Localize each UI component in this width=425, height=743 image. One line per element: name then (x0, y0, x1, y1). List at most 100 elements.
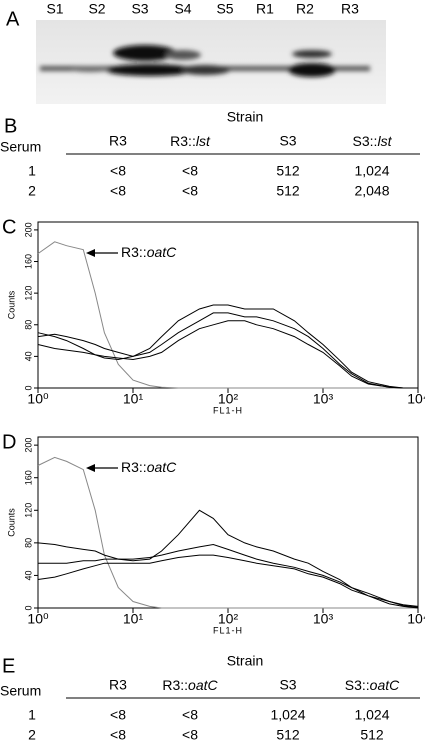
x-tick-label: 10¹ (123, 611, 144, 627)
row-label: 2 (28, 183, 36, 199)
band (113, 45, 177, 61)
lane-label: S4 (174, 1, 191, 17)
x-axis-label: FL1-H (213, 405, 243, 415)
lane-label: S3 (131, 1, 148, 17)
row-label: 1 (28, 707, 36, 723)
histogram-line (37, 456, 418, 609)
table-cell: 512 (276, 183, 300, 199)
histogram-line (37, 304, 418, 389)
band (165, 50, 201, 60)
histogram-line (37, 554, 419, 608)
column-header: S3::oatC (345, 677, 400, 693)
lane-label: S1 (46, 1, 63, 17)
y-tick-label: 200 (23, 222, 33, 237)
histogram-line (37, 320, 418, 389)
table-cell: <8 (182, 183, 198, 199)
panel-label: E (2, 655, 15, 677)
row-title: Serum (0, 683, 41, 699)
plot-frame (37, 436, 419, 609)
panel-label: B (4, 115, 17, 137)
table-cell: <8 (110, 183, 126, 199)
panel-label: A (6, 8, 20, 30)
annotation-arrowhead (86, 464, 95, 472)
column-header: R3::oatC (162, 677, 218, 693)
y-tick-label: 160 (23, 254, 33, 269)
table-cell: <8 (110, 163, 126, 179)
y-tick-label: 160 (23, 470, 33, 485)
lane-label: R1 (256, 1, 274, 17)
blot-background (36, 20, 386, 104)
column-header-part: S3:: (345, 677, 370, 693)
histogram-line (37, 312, 418, 389)
table-cell: <8 (110, 727, 126, 743)
column-header: R3 (109, 677, 127, 693)
column-header: R3 (109, 133, 127, 149)
table-cell: 1,024 (354, 707, 389, 723)
x-tick-label: 10¹ (123, 391, 144, 407)
table-cell: <8 (110, 707, 126, 723)
row-label: 1 (28, 163, 36, 179)
column-header: S3::lst (353, 133, 393, 149)
blot (36, 20, 386, 104)
band (105, 64, 195, 76)
y-tick-label: 120 (23, 503, 33, 518)
table-cell: <8 (182, 727, 198, 743)
table-cell: 1,024 (354, 163, 389, 179)
column-header-italic: oatC (188, 677, 218, 693)
x-axis-label: FL1-H (213, 625, 243, 635)
lane-label: S2 (88, 1, 105, 17)
row-label: 2 (28, 727, 36, 743)
blot-bands (40, 45, 370, 77)
histogram-line (38, 543, 419, 607)
x-tick-label: 10⁰ (27, 391, 49, 407)
annotation-part: R3:: (121, 244, 147, 260)
row-title: Serum (0, 139, 41, 155)
column-header-italic: lst (377, 133, 392, 149)
y-tick-label: 80 (23, 320, 33, 330)
column-header-part: R3:: (162, 677, 188, 693)
y-tick-label: 40 (23, 351, 33, 361)
band (180, 65, 230, 75)
annotation: R3::oatC (121, 244, 177, 260)
y-tick-label: 200 (23, 438, 33, 453)
column-header: S3 (279, 677, 296, 693)
column-title: Strain (227, 653, 264, 669)
y-tick-label: 120 (23, 286, 33, 301)
annotation-part: R3:: (121, 459, 147, 475)
x-tick-label: 10² (218, 391, 239, 407)
x-tick-label: 10² (218, 611, 239, 627)
y-axis-label: Counts (6, 290, 16, 319)
x-tick-label: 10⁴ (407, 391, 425, 407)
lane-label: S5 (216, 1, 233, 17)
column-header: S3 (279, 133, 296, 149)
table-cell: <8 (182, 707, 198, 723)
x-tick-label: 10³ (313, 611, 334, 627)
table-cell: 512 (276, 163, 300, 179)
column-header: R3::lst (170, 133, 211, 149)
column-header-part: R3:: (170, 133, 196, 149)
x-tick-label: 10⁴ (407, 611, 425, 627)
band (288, 63, 336, 77)
column-header-part: S3:: (353, 133, 378, 149)
lane-label: R3 (341, 1, 359, 17)
column-title: Strain (227, 109, 264, 125)
panel-label: C (2, 216, 16, 238)
table-cell: <8 (182, 163, 198, 179)
table-cell: 512 (360, 727, 384, 743)
annotation-arrowhead (86, 249, 95, 257)
annotation-italic: oatC (147, 459, 177, 475)
panel-label: D (2, 431, 16, 453)
band (70, 66, 110, 72)
y-tick-label: 0 (23, 605, 33, 610)
annotation: R3::oatC (121, 459, 177, 475)
histogram-line (37, 241, 418, 389)
band (292, 50, 332, 58)
column-header-italic: oatC (370, 677, 400, 693)
y-tick-label: 80 (23, 538, 33, 548)
lane-label: R2 (296, 1, 314, 17)
annotation-italic: oatC (147, 244, 177, 260)
y-axis-label: Counts (6, 508, 16, 537)
table-cell: 2,048 (354, 183, 389, 199)
x-tick-label: 10⁰ (27, 611, 49, 627)
